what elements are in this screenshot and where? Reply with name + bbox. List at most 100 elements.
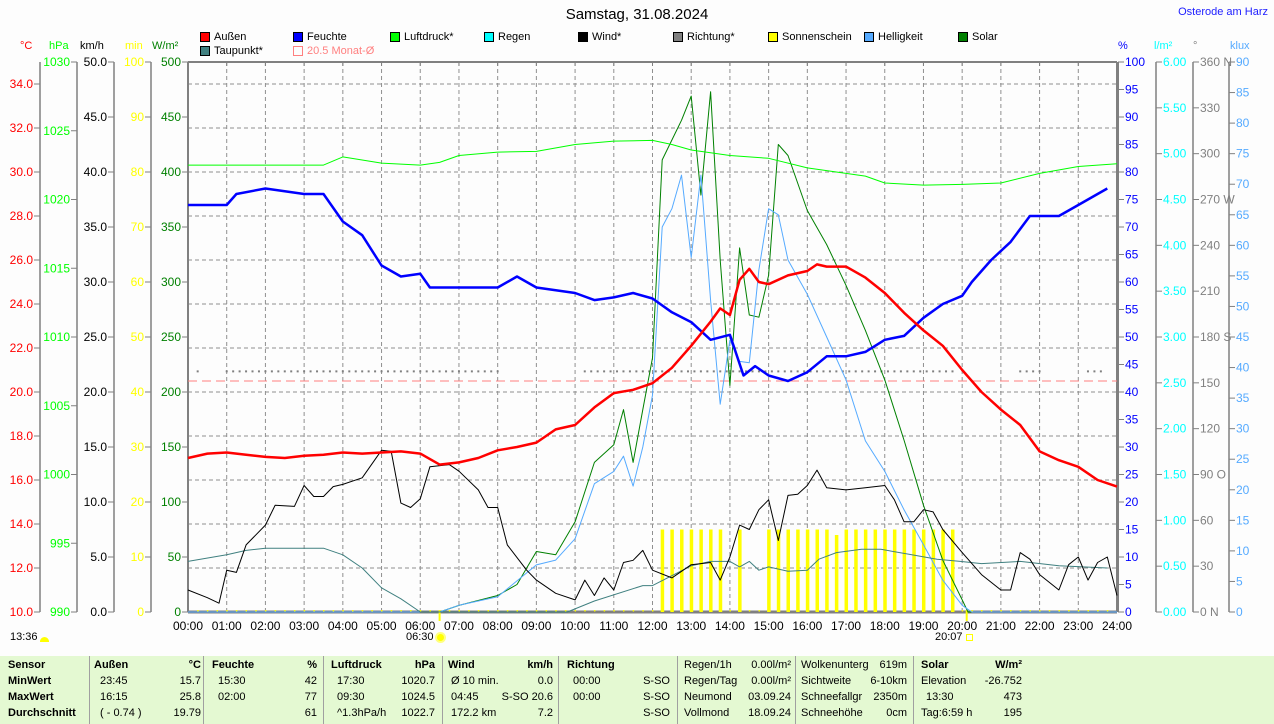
row-label: Durchschnitt [8, 707, 76, 719]
axis-tick-label-deg: 300 [1200, 147, 1220, 161]
axis-tick-label-deg: 150 [1200, 376, 1220, 390]
sunshine-zero-dot [593, 610, 596, 612]
sunshine-bar [699, 529, 703, 612]
sunshine-zero-dot [419, 610, 422, 612]
direction-point [367, 370, 370, 373]
direction-point [1025, 370, 1028, 373]
sunshine-zero-dot [613, 610, 615, 612]
axis-tick-label-lm2: 1.50 [1163, 468, 1187, 482]
table-cell: 00:00 [573, 691, 601, 703]
axis-tick-label-hpa: 1020 [43, 193, 70, 207]
sunshine-zero-dot [729, 610, 731, 612]
axis-tick-label-lm2: 3.00 [1163, 330, 1187, 344]
legend-swatch [200, 46, 210, 56]
axis-tick-label-lm2: 6.00 [1163, 55, 1187, 69]
sunshine-zero-dot [564, 610, 567, 612]
direction-point [861, 370, 864, 373]
sunshine-zero-dot [652, 610, 654, 612]
axis-tick-label-klux: 0 [1236, 605, 1243, 619]
axis-unit-min: min [125, 40, 143, 52]
x-tick-label: 11:00 [599, 619, 628, 633]
series-line-taupunkt [187, 547, 1108, 613]
sunshine-bar [805, 529, 810, 612]
axis-tick-label-pct: 25 [1125, 468, 1139, 482]
sunshine-zero-dot [642, 610, 644, 612]
table-cell: 02:00 [218, 691, 246, 703]
sunshine-bar [689, 529, 694, 612]
sunshine-zero-dot [1029, 610, 1031, 612]
axis-tick-label-deg: 360 N [1200, 55, 1232, 69]
sunshine-zero-dot [1077, 610, 1080, 612]
legend-label: Regen [498, 31, 531, 43]
axis-tick-label-hpa: 1010 [43, 330, 70, 344]
direction-point [712, 370, 715, 373]
sunshine-zero-dot [526, 610, 528, 612]
axis-tick-label-wm2: 150 [161, 440, 181, 454]
sunshine-zero-dot [535, 610, 538, 612]
table-cell: 16:15 [100, 691, 128, 703]
x-tick-label: 04:00 [328, 619, 358, 633]
axis-tick-label-hpa: 990 [50, 605, 70, 619]
axis-tick-label-temp: 28.0 [10, 209, 34, 223]
sunshine-zero-dot [584, 610, 586, 612]
sunshine-zero-dot [1048, 610, 1051, 612]
axis-tick-label-deg: 270 W [1200, 193, 1235, 207]
axis-tick-label-wm2: 300 [161, 275, 181, 289]
axis-tick-label-lm2: 0.50 [1163, 559, 1187, 573]
axis-tick-label-klux: 55 [1236, 269, 1250, 283]
axis-tick-label-min: 50 [131, 330, 145, 344]
sunshine-bar [767, 529, 771, 612]
axis-tick-label-pct: 10 [1125, 550, 1139, 564]
sunset-marker: 20:07 [935, 631, 973, 643]
axis-tick-label-klux: 85 [1236, 86, 1250, 100]
direction-point [432, 370, 435, 373]
sunshine-zero-dot [284, 610, 286, 612]
axis-tick-label-klux: 40 [1236, 361, 1250, 375]
direction-point [680, 370, 683, 373]
header-unit: hPa [414, 659, 435, 671]
table-cell: Vollmond [684, 707, 730, 719]
table-cell: Neumond [684, 691, 732, 703]
axis-tick-label-temp: 12.0 [10, 561, 34, 575]
direction-point [725, 370, 728, 373]
table-cell: 1020.7 [401, 675, 435, 687]
axis-tick-label-pct: 35 [1125, 413, 1139, 427]
sun-icon [436, 633, 444, 641]
axis-unit-wm2: W/m² [152, 40, 179, 52]
axis-tick-label-pct: 90 [1125, 110, 1139, 124]
sunshine-zero-dot [468, 610, 470, 612]
direction-point [1086, 370, 1089, 373]
axis-tick-label-temp: 16.0 [10, 473, 34, 487]
x-tick-label: 18:00 [870, 619, 900, 633]
legend-swatch [958, 32, 968, 42]
direction-point [951, 370, 954, 373]
table-cell: 00:00 [573, 675, 601, 687]
axis-tick-label-klux: 70 [1236, 177, 1250, 191]
x-tick-label: 20:00 [947, 619, 977, 633]
sunshine-zero-dot [410, 610, 412, 612]
direction-point [635, 370, 638, 373]
sunshine-zero-dot [371, 610, 373, 612]
direction-point [251, 370, 254, 373]
axis-tick-label-pct: 65 [1125, 248, 1139, 262]
direction-point [1032, 370, 1035, 373]
sunshine-bar [950, 529, 955, 612]
x-tick-label: 24:00 [1102, 619, 1132, 633]
sunshine-zero-dot [487, 610, 489, 612]
axis-tick-label-pct: 95 [1125, 83, 1139, 97]
x-tick-label: 02:00 [250, 619, 280, 633]
direction-point [828, 370, 831, 373]
legend-swatch [673, 32, 683, 42]
sunshine-bar [834, 535, 839, 612]
direction-point [225, 370, 228, 373]
direction-point [451, 370, 454, 373]
legend-label: Taupunkt* [214, 45, 263, 57]
axis-tick-label-hpa: 1000 [43, 468, 70, 482]
sunrise-marker: 06:30 [406, 631, 444, 643]
sunshine-bar [931, 529, 936, 612]
direction-point [232, 370, 235, 373]
legend-swatch [390, 32, 400, 42]
axis-tick-label-klux: 15 [1236, 513, 1250, 527]
axis-tick-label-temp: 24.0 [10, 297, 34, 311]
direction-point [1093, 370, 1096, 373]
